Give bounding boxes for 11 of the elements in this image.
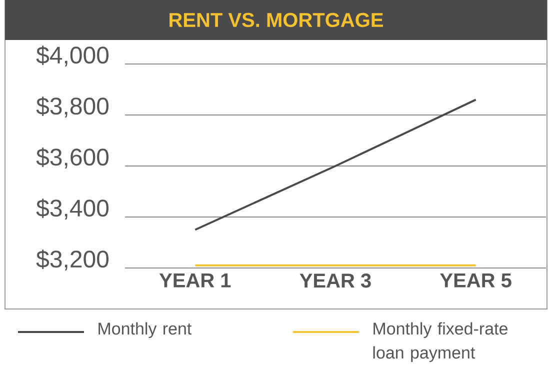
y-tick-label: $3,800 xyxy=(36,96,109,118)
x-tick-label: YEAR 5 xyxy=(440,274,512,288)
y-tick-label: $3,400 xyxy=(36,198,109,220)
x-tick-label: YEAR 3 xyxy=(300,274,371,288)
x-tick-label: YEAR 1 xyxy=(159,274,231,288)
y-tick-label: $3,200 xyxy=(36,250,109,270)
legend-label: Monthly fixed-rate loan payment xyxy=(373,322,508,362)
legend-label: Monthly rent xyxy=(98,322,192,338)
chart-title: RENT VS. MORTGAGE xyxy=(170,12,383,28)
y-tick-label: $3,600 xyxy=(36,148,109,168)
y-tick-label: $4,000 xyxy=(36,46,109,66)
